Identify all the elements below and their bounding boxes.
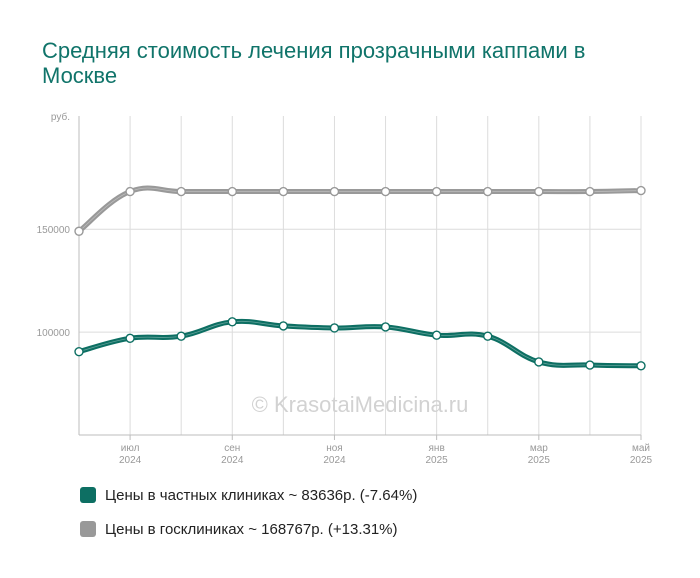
x-tick-label: ноя [326,443,343,454]
data-point-1 [74,226,84,236]
x-tick-label-year: 2025 [426,455,449,466]
data-point-1 [380,186,391,197]
data-point-0 [74,346,84,357]
series-line-0 [76,318,644,369]
data-point-0 [483,331,493,341]
x-tick-label-year: 2025 [528,455,551,466]
data-point-0 [125,333,135,343]
legend-swatch-private [80,487,96,503]
data-point-1 [125,186,135,197]
x-tick-label: мар [530,443,548,454]
series-line-1 [76,185,644,234]
chart-title: Средняя стоимость лечения прозрачными ка… [42,38,586,88]
data-point-1 [329,186,340,197]
data-point-1 [534,186,544,197]
data-point-1 [278,186,289,197]
y-tick-label: 150000 [37,225,71,236]
x-tick-label-year: 2025 [630,455,653,466]
series-line-highlight-1 [78,187,642,232]
data-point-0 [431,330,442,340]
legend: Цены в частных клиниках ~ 83636р. (-7.64… [80,484,417,552]
data-point-1 [636,185,646,196]
data-point-1 [585,186,595,197]
data-point-0 [227,317,237,327]
data-point-1 [176,186,186,197]
data-point-0 [329,323,340,333]
data-point-0 [585,360,595,370]
y-tick-label: 100000 [37,328,71,339]
x-tick-label: июл [121,443,140,454]
data-point-0 [380,322,391,332]
x-tick-label: янв [429,443,445,454]
watermark: © KrasotaiMedicina.ru [252,392,469,417]
x-tick-label: сен [224,443,240,454]
legend-label-public: Цены в госклиниках ~ 168767р. (+13.31%) [105,520,398,538]
x-tick-label-year: 2024 [119,455,142,466]
y-axis-label: руб. [51,111,70,123]
data-point-1 [227,186,237,197]
legend-item-private[interactable]: Цены в частных клиниках ~ 83636р. (-7.64… [80,484,417,506]
legend-item-public[interactable]: Цены в госклиниках ~ 168767р. (+13.31%) [80,518,417,540]
x-tick-label-year: 2024 [323,455,346,466]
x-tick-label-year: 2024 [221,455,244,466]
series-line-highlight-0 [78,320,642,367]
data-point-0 [278,321,289,331]
legend-label-private: Цены в частных клиниках ~ 83636р. (-7.64… [105,486,418,504]
data-point-0 [636,361,646,371]
data-point-0 [176,331,186,341]
data-point-0 [534,357,544,367]
data-point-1 [431,186,442,197]
data-point-1 [483,186,493,197]
x-tick-label: май [632,443,650,454]
legend-swatch-public [80,521,96,537]
